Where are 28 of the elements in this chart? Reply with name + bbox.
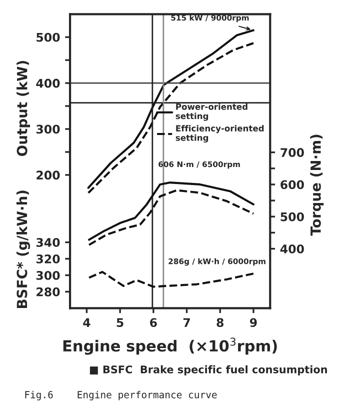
y3-tick-label: 340 xyxy=(36,238,60,247)
y3-axis-title: BSFC* (g/kW·h) xyxy=(16,190,30,308)
legend-label: Power-oriented setting xyxy=(176,103,248,121)
x-tick-label: 5 xyxy=(116,318,124,328)
y2-tick-label: 500 xyxy=(280,212,304,222)
x-tick-label: 4 xyxy=(83,318,90,327)
x-axis-title: Engine speed (×10$^{3}$rpm) xyxy=(63,338,277,355)
y-tick-label: 500 xyxy=(36,32,60,42)
y2-tick-label: 600 xyxy=(280,180,304,190)
x-tick-label: 8 xyxy=(216,318,224,328)
line-series xyxy=(88,189,255,246)
y3-tick-label: 320 xyxy=(36,254,60,264)
x-tick-label: 9 xyxy=(250,318,257,328)
x-tick-label: 7 xyxy=(183,318,190,327)
y-tick-label: 300 xyxy=(36,124,60,134)
x-tick-label: 6 xyxy=(150,318,157,328)
text: ■ BSFC Brake specific fuel consumption xyxy=(90,365,327,376)
y-tick-label: 200 xyxy=(36,170,60,180)
caption: Fig.6 Engine performance curve xyxy=(25,390,217,400)
legend-label: Efficiency-oriented setting xyxy=(176,125,264,143)
y-axis-title: Output (kW) xyxy=(16,61,30,156)
y2-tick-label: 400 xyxy=(280,244,304,254)
y3-tick-label: 280 xyxy=(36,287,60,296)
line-series xyxy=(88,181,255,241)
y-tick-label: 400 xyxy=(36,78,60,88)
y2-tick-label: 700 xyxy=(280,148,304,157)
y2-axis-title: Torque (N·m) xyxy=(310,134,324,236)
line-series xyxy=(88,270,255,288)
